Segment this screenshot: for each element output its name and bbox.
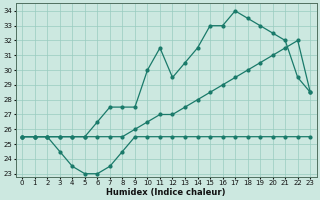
X-axis label: Humidex (Indice chaleur): Humidex (Indice chaleur) bbox=[107, 188, 226, 197]
